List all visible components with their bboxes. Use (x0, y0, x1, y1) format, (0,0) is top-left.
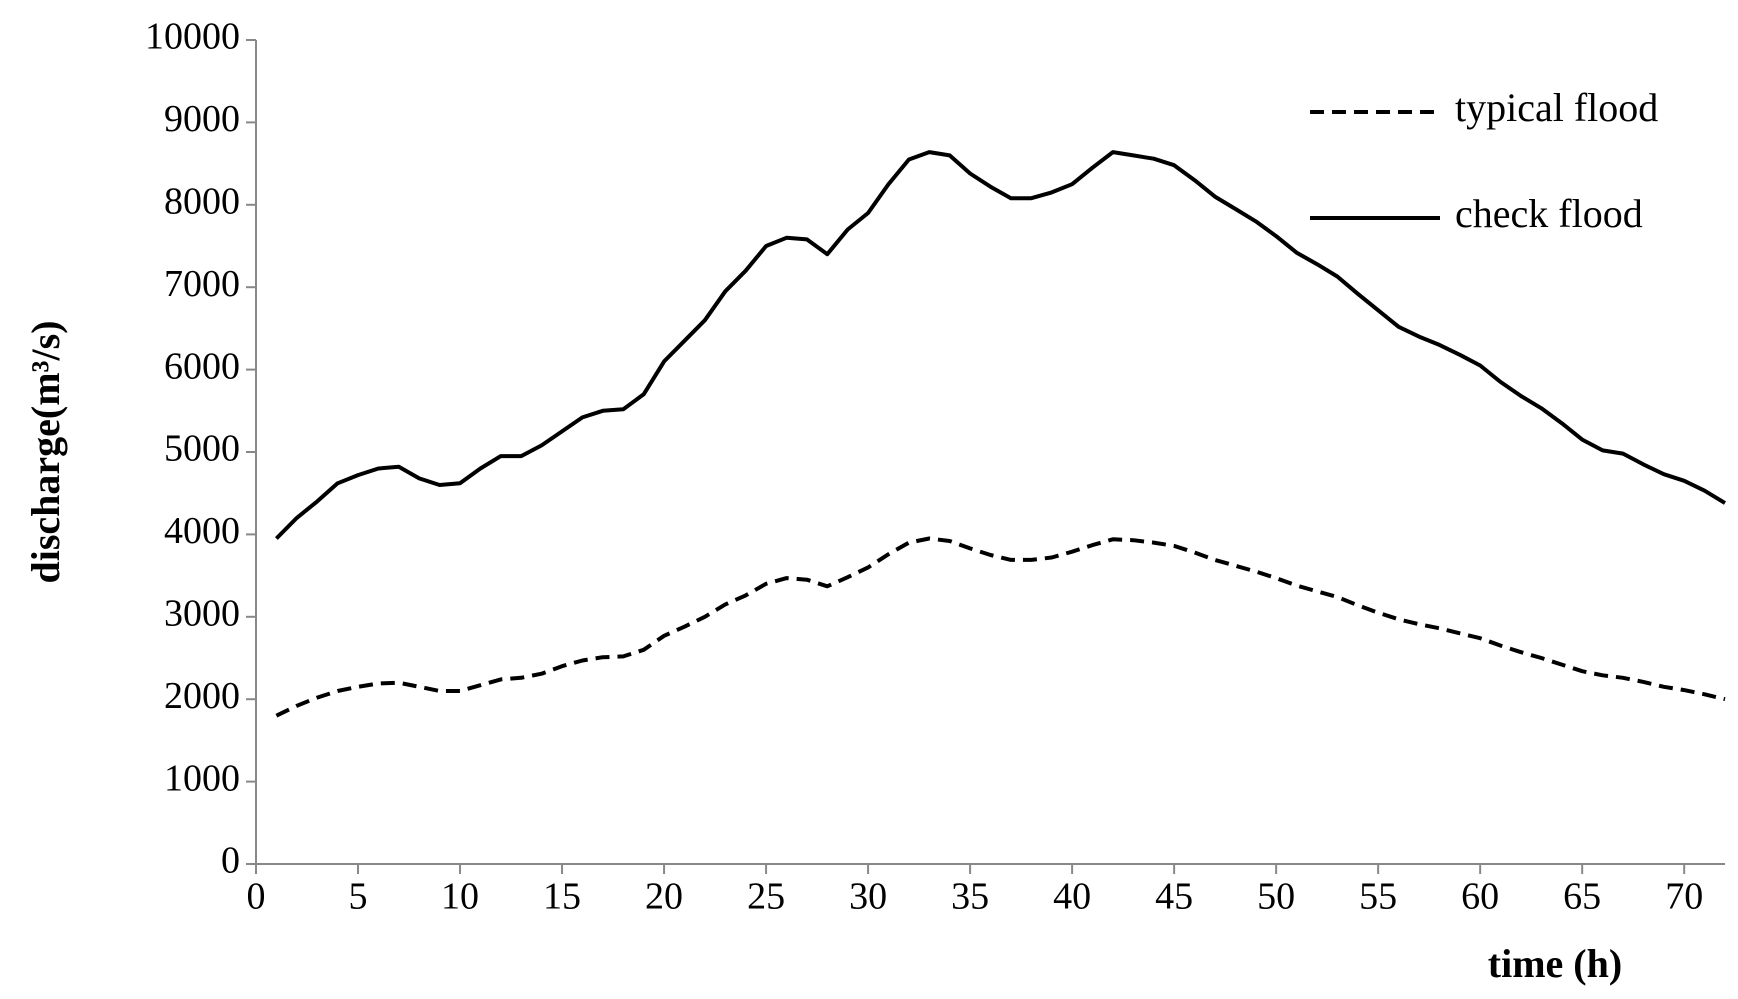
x-axis-label: time (h) (1488, 941, 1622, 986)
x-tick-label: 15 (543, 876, 581, 918)
y-tick-label: 7000 (164, 263, 240, 305)
x-tick-label: 30 (849, 876, 887, 918)
x-tick-label: 40 (1053, 876, 1091, 918)
x-tick-label: 35 (951, 876, 989, 918)
y-tick-label: 2000 (164, 675, 240, 717)
y-tick-label: 6000 (164, 345, 240, 387)
x-tick-label: 5 (349, 876, 368, 918)
y-tick-label: 8000 (164, 181, 240, 223)
x-tick-label: 55 (1359, 876, 1397, 918)
x-tick-label: 65 (1563, 876, 1601, 918)
y-tick-label: 3000 (164, 593, 240, 635)
y-axis-label: discharge(m³/s) (23, 320, 68, 583)
x-tick-label: 0 (247, 876, 266, 918)
x-tick-label: 20 (645, 876, 683, 918)
y-tick-label: 0 (221, 840, 240, 882)
x-tick-label: 70 (1665, 876, 1703, 918)
x-tick-label: 45 (1155, 876, 1193, 918)
x-tick-label: 25 (747, 876, 785, 918)
line-series (274, 150, 1727, 540)
y-tick-label: 4000 (164, 510, 240, 552)
y-tick-label: 1000 (164, 757, 240, 799)
legend-label: typical flood (1455, 85, 1658, 130)
x-tick-label: 60 (1461, 876, 1499, 918)
legend-label: check flood (1455, 191, 1643, 236)
y-tick-label: 5000 (164, 428, 240, 470)
x-tick-label: 50 (1257, 876, 1295, 918)
y-tick-label: 10000 (145, 16, 240, 58)
line-series (275, 536, 1726, 718)
y-tick-label: 9000 (164, 98, 240, 140)
x-tick-label: 10 (441, 876, 479, 918)
